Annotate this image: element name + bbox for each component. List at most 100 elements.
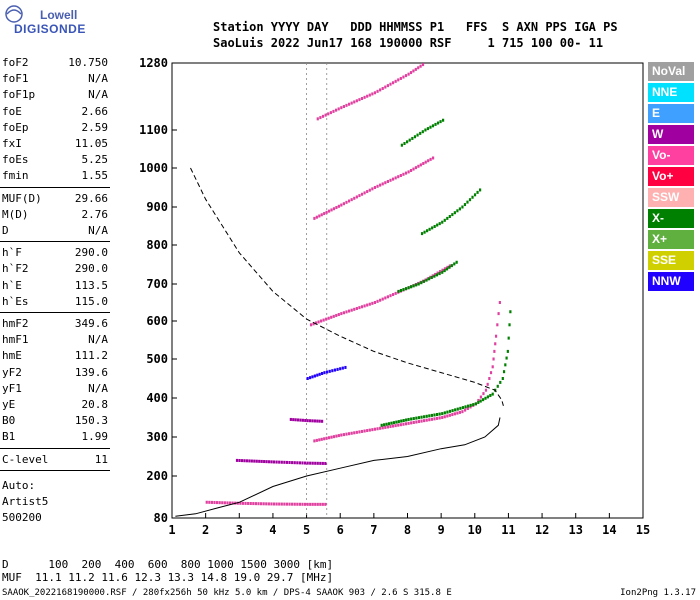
autoscale-version: 500200 [2, 510, 42, 524]
param-separator [0, 241, 110, 243]
echo-dot [404, 171, 408, 175]
param-row: h`F 290.0 [2, 246, 108, 261]
x-tick-label: 6 [337, 523, 344, 537]
echo-dot [506, 349, 509, 353]
echo-dot [443, 218, 446, 222]
param-row: yE 20.8 [2, 398, 108, 413]
muf-value-row: MUF 11.1 11.2 11.6 12.3 13.3 14.8 19.0 2… [2, 571, 334, 584]
param-name: foF2 [2, 56, 29, 69]
param-name: h`Es [2, 294, 29, 308]
param-row: B0 150.3 [2, 414, 108, 429]
echo-dot [507, 336, 510, 340]
echo-dot [384, 425, 387, 429]
x-tick-label: 11 [501, 523, 515, 537]
echo-dot [358, 194, 361, 198]
param-row: foF1p N/A [2, 88, 108, 103]
legend-item: Vo+ [648, 167, 694, 186]
echo-dot [345, 200, 348, 204]
echo-dot [404, 287, 408, 291]
echo-dot [451, 409, 454, 413]
echo-dot [344, 365, 347, 369]
param-row: MUF(D) 29.66 [2, 192, 108, 207]
plot-axes [171, 62, 644, 519]
echo-dot [366, 303, 369, 307]
echo-dot [410, 417, 413, 421]
software-version: Ion2Png 1.3.17 [620, 588, 696, 598]
param-name: yE [2, 398, 16, 411]
echo-dot [259, 502, 263, 506]
echo-trace [316, 63, 425, 121]
echo-dot [292, 418, 295, 422]
echo-dot [275, 502, 278, 506]
echo-dot [395, 420, 398, 424]
x-tick-label: 1 [168, 523, 175, 537]
echo-dot [441, 416, 444, 419]
echo-dot [479, 399, 482, 403]
echo-dot [263, 460, 266, 464]
echo-dot [409, 71, 413, 75]
echo-dot [321, 114, 325, 118]
echo-dot [221, 501, 224, 505]
echo-dot [320, 419, 324, 423]
echo-dot [385, 422, 388, 426]
echo-dot [441, 268, 444, 272]
echo-dot [304, 418, 307, 422]
echo-dot [250, 459, 253, 463]
x-tick-label: 8 [404, 523, 411, 537]
legend-item: X+ [648, 230, 694, 249]
echo-dot [321, 461, 324, 465]
echo-dot [350, 308, 353, 312]
echo-dot [342, 105, 346, 109]
profile-curves [175, 167, 504, 517]
echo-dot [438, 222, 441, 226]
echo-dot [314, 502, 317, 506]
param-name: h`E [2, 278, 22, 292]
echo-dot [435, 416, 439, 420]
echo-dot [486, 395, 490, 399]
echo-dot [320, 319, 323, 323]
echo-dot [400, 419, 403, 423]
echo-dot [397, 78, 400, 82]
echo-dot [433, 224, 436, 228]
param-name: yF2 [2, 365, 22, 379]
echo-dot [428, 418, 431, 422]
param-row: hmE 111.2 [2, 349, 108, 364]
echo-dot [419, 131, 422, 135]
echo-dot [484, 396, 487, 400]
echo-dot [417, 164, 420, 168]
echo-dot [252, 502, 255, 506]
echo-dot [324, 461, 327, 465]
echo-dot [399, 174, 402, 177]
echo-dot [501, 377, 504, 380]
echo-dot [324, 113, 327, 117]
echo-dot [328, 369, 331, 373]
echo-dot [461, 406, 465, 410]
echo-dot [389, 178, 392, 182]
echo-dot [491, 365, 494, 369]
echo-dot [477, 400, 480, 404]
legend-item: SSE [648, 251, 694, 270]
param-value: 113.5 [74, 278, 108, 292]
echo-dot [363, 429, 366, 433]
echo-dot [417, 282, 420, 286]
param-value: 11.05 [74, 137, 108, 150]
echo-dot [334, 108, 338, 112]
echo-dot [318, 372, 321, 376]
echo-dot [350, 198, 353, 202]
echo-dot [433, 417, 436, 421]
echo-dot [312, 322, 315, 326]
param-row: B1 1.99 [2, 430, 108, 445]
echo-dot [320, 371, 324, 375]
echo-dot [376, 427, 379, 431]
echo-dot [373, 427, 377, 431]
param-name: foEp [2, 120, 29, 134]
echo-dot [309, 323, 313, 327]
echo-dot [327, 209, 331, 213]
param-separator [0, 469, 110, 471]
echo-dot [280, 502, 283, 506]
echo-dot [481, 398, 485, 402]
echo-dot [384, 85, 387, 89]
echo-dot [389, 82, 392, 86]
echo-dot [436, 223, 439, 227]
echo-dot [394, 291, 397, 295]
